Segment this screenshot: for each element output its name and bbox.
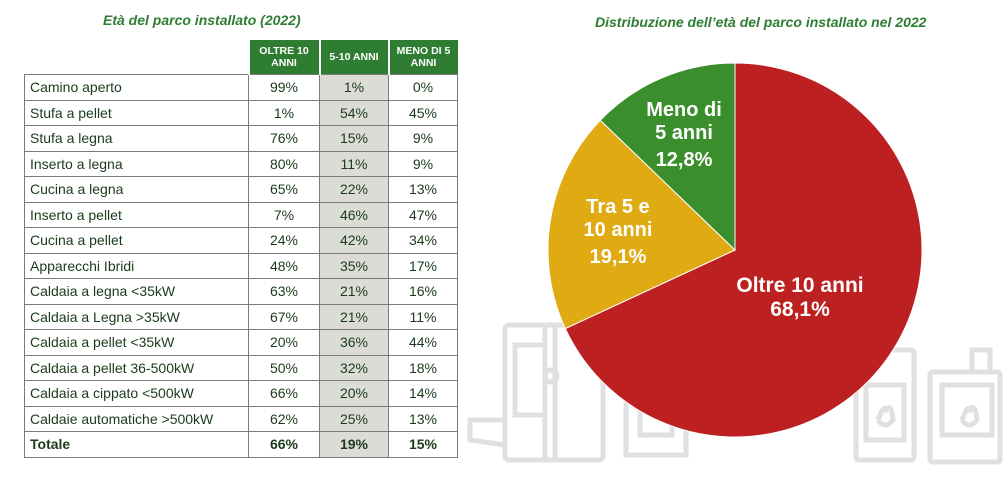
appliance-sketch-insert-window — [939, 382, 995, 438]
value-5-10: 1% — [319, 74, 389, 101]
pie-label-1: Tra 5 e 10 anni 19,1% — [584, 196, 653, 268]
value-oltre-10: 50% — [248, 354, 320, 381]
value-meno-5: 16% — [388, 278, 458, 305]
table-row: Caldaia a pellet 36-500kW 50% 32% 18% — [24, 354, 458, 381]
value-meno-5: 13% — [388, 405, 458, 432]
table-row: Camino aperto 99% 1% 0% — [24, 74, 458, 101]
row-label: Camino aperto — [24, 74, 249, 101]
pie-label-2: Meno di 5 anni 12,8% — [646, 99, 722, 171]
row-label: Inserto a pellet — [24, 201, 249, 228]
value-5-10: 15% — [319, 125, 389, 152]
table-row: Inserto a pellet 7% 46% 47% — [24, 201, 458, 228]
pie-slice-1 — [547, 119, 736, 330]
value-5-10: 11% — [319, 150, 389, 177]
value-5-10: 35% — [319, 252, 389, 279]
age-table: OLTRE 10 ANNI 5-10 ANNI MENO DI 5 ANNI C… — [24, 40, 458, 458]
appliance-sketch-flame-2 — [959, 405, 980, 428]
table-row: Apparecchi Ibridi 48% 35% 17% — [24, 252, 458, 279]
value-meno-5: 17% — [388, 252, 458, 279]
value-oltre-10: 66% — [248, 431, 320, 458]
table-row: Caldaia a pellet <35kW 20% 36% 44% — [24, 329, 458, 356]
value-5-10: 46% — [319, 201, 389, 228]
value-oltre-10: 24% — [248, 227, 320, 254]
value-5-10: 32% — [319, 354, 389, 381]
value-5-10: 54% — [319, 99, 389, 126]
appliance-sketch-boiler-left — [502, 322, 558, 463]
value-meno-5: 45% — [388, 99, 458, 126]
value-oltre-10: 20% — [248, 329, 320, 356]
pie-slice-0 — [564, 62, 923, 438]
row-label: Caldaia a pellet 36-500kW — [24, 354, 249, 381]
table-header-row: OLTRE 10 ANNI 5-10 ANNI MENO DI 5 ANNI — [25, 40, 458, 75]
appliance-sketch-pipe — [467, 417, 506, 448]
appliance-sketch-insert — [927, 369, 1003, 465]
table-body: Camino aperto 99% 1% 0% Stufa a pellet 1% 54% 4… — [24, 74, 458, 458]
value-5-10: 42% — [319, 227, 389, 254]
table-total-row: Totale 66% 19% 15% — [24, 431, 458, 458]
row-label: Caldaia a cippato <500kW — [24, 380, 249, 407]
value-meno-5: 9% — [388, 125, 458, 152]
table-row: Caldaia a Legna >35kW 67% 21% 11% — [24, 303, 458, 330]
appliance-sketch-stove-window — [863, 382, 907, 443]
appliance-sketch-knob — [542, 367, 560, 385]
row-label: Caldaia a Legna >35kW — [24, 303, 249, 330]
appliance-sketch-flame-1 — [875, 405, 896, 428]
value-oltre-10: 7% — [248, 201, 320, 228]
row-label: Caldaia a pellet <35kW — [24, 329, 249, 356]
value-oltre-10: 76% — [248, 125, 320, 152]
pie-label-0: Oltre 10 anni 68,1% — [736, 274, 863, 321]
value-meno-5: 34% — [388, 227, 458, 254]
table-row: Caldaia a cippato <500kW 66% 20% 14% — [24, 380, 458, 407]
pie-slice-2 — [599, 62, 736, 252]
header-meno-5: MENO DI 5 ANNI — [387, 40, 458, 75]
row-label: Inserto a legna — [24, 150, 249, 177]
value-oltre-10: 1% — [248, 99, 320, 126]
row-label: Stufa a pellet — [24, 99, 249, 126]
table-row: Stufa a legna 76% 15% 9% — [24, 125, 458, 152]
table-row: Stufa a pellet 1% 54% 45% — [24, 99, 458, 126]
table-row: Cucina a pellet 24% 42% 34% — [24, 227, 458, 254]
value-5-10: 19% — [319, 431, 389, 458]
table-row: Caldaia a legna <35kW 63% 21% 16% — [24, 278, 458, 305]
table-title: Età del parco installato (2022) — [103, 12, 301, 28]
header-oltre-10: OLTRE 10 ANNI — [247, 40, 320, 75]
value-meno-5: 15% — [388, 431, 458, 458]
value-5-10: 20% — [319, 380, 389, 407]
appliance-sketch-flue — [969, 347, 993, 375]
row-label: Cucina a pellet — [24, 227, 249, 254]
value-meno-5: 47% — [388, 201, 458, 228]
value-5-10: 21% — [319, 303, 389, 330]
value-5-10: 21% — [319, 278, 389, 305]
row-label: Stufa a legna — [24, 125, 249, 152]
chart-title: Distribuzione dell’età del parco install… — [595, 14, 927, 30]
table-row: Inserto a legna 80% 11% 9% — [24, 150, 458, 177]
header-5-10: 5-10 ANNI — [318, 40, 389, 75]
value-5-10: 36% — [319, 329, 389, 356]
row-label: Totale — [24, 431, 249, 458]
